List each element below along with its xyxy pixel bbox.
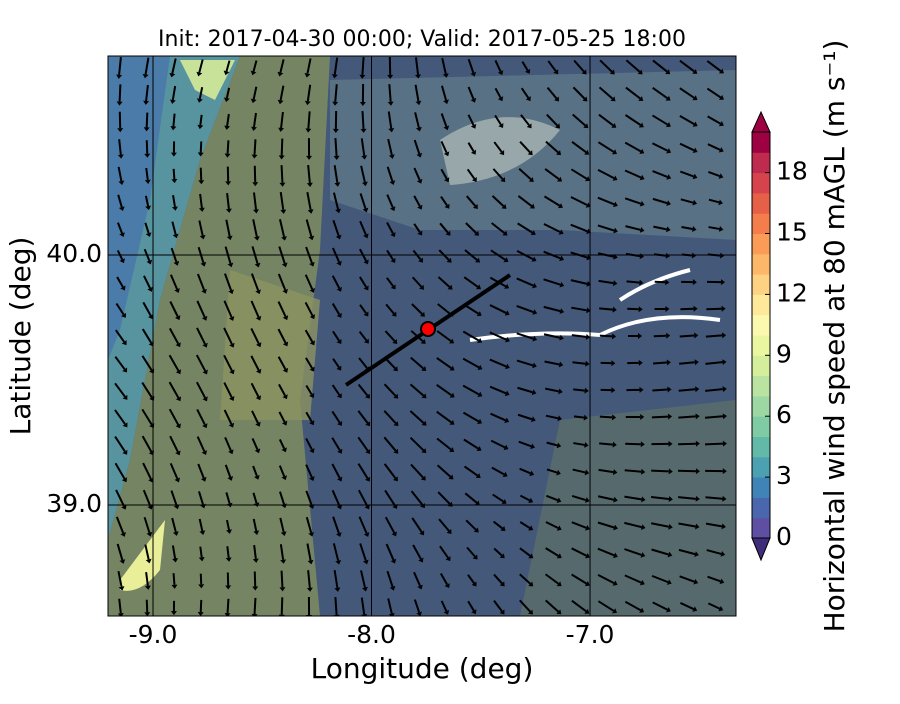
wind-arrow (573, 389, 585, 390)
wind-arrow (282, 165, 283, 183)
colorbar-level (752, 437, 770, 458)
x-tick-label: -9.0 (129, 620, 178, 649)
wind-arrow (654, 336, 666, 337)
colorbar-level (752, 518, 770, 539)
wind-arrow (228, 140, 229, 153)
colorbar-extend (752, 112, 770, 132)
wind-arrow (362, 111, 363, 129)
wind-arrow-head (334, 615, 340, 619)
wind-arrow (255, 139, 256, 154)
wind-arrow (228, 599, 229, 613)
wind-arrow (705, 416, 723, 417)
y-axis-label: Latitude (deg) (4, 237, 37, 436)
wind-arrow (599, 443, 613, 444)
colorbar-level (752, 315, 770, 336)
x-tick-label: -7.0 (566, 620, 615, 649)
colorbar-level (752, 193, 770, 214)
colorbar-tick-label: 15 (776, 218, 808, 247)
wind-arrow (147, 600, 148, 613)
wind-arrow (653, 363, 667, 364)
wind-arrow (389, 84, 390, 102)
site-marker (421, 322, 435, 336)
wind-arrow (147, 113, 148, 128)
wind-arrow (599, 308, 613, 309)
colorbar-level (752, 497, 770, 518)
wind-arrow (282, 139, 283, 156)
wind-arrow (335, 138, 336, 156)
wind-arrow (282, 571, 283, 588)
colorbar-level (752, 234, 770, 255)
wind-arrow (678, 416, 695, 417)
wind-arrow (282, 597, 283, 614)
colorbar-tick-label: 12 (776, 278, 808, 307)
wind-arrow (625, 444, 641, 445)
colorbar-level (752, 335, 770, 356)
y-tick-label: 39.0 (46, 489, 102, 518)
map-field (108, 56, 736, 619)
colorbar-level (752, 173, 770, 194)
colorbar-level (752, 376, 770, 397)
colorbar-tick-label: 18 (776, 157, 808, 186)
colorbar-level (752, 254, 770, 275)
wind-arrow (651, 471, 669, 472)
wind-arrow (678, 444, 696, 445)
wind-arrow (652, 417, 668, 418)
wind-arrow (201, 141, 202, 152)
chart-title: Init: 2017-04-30 00:00; Valid: 2017-05-2… (158, 27, 686, 52)
colorbar-tick-label: 0 (776, 522, 792, 551)
wind-arrow (200, 547, 201, 558)
wind-arrow (627, 281, 640, 282)
colorbar-tick-label: 9 (776, 339, 792, 368)
colorbar-level (752, 213, 770, 234)
wind-arrow (174, 169, 175, 179)
wind-arrow (362, 57, 363, 75)
wind-arrow (706, 335, 722, 336)
colorbar-tick-label: 3 (776, 461, 792, 490)
wind-arrow (680, 335, 695, 336)
colorbar-level (752, 477, 770, 498)
wind-arrow (200, 115, 201, 125)
wind-arrow (120, 84, 121, 101)
colorbar-level (752, 274, 770, 295)
wind-arrow (201, 600, 202, 612)
wind-arrow (255, 598, 256, 614)
colorbar-level (752, 355, 770, 376)
colorbar-label: Horizontal wind speed at 80 mAGL (m s⁻¹) (818, 40, 851, 633)
wind-arrow (600, 336, 612, 337)
x-tick-label: -8.0 (347, 620, 396, 649)
wind-arrow (652, 389, 667, 390)
wind-arrow (308, 111, 309, 128)
wind-arrow-head (279, 615, 285, 619)
colorbar-level (752, 152, 770, 173)
x-axis-label: Longitude (deg) (311, 652, 534, 685)
wind-arrow (705, 444, 723, 445)
wind-arrow (600, 417, 612, 418)
wind-arrow (706, 309, 721, 310)
colorbar-level (752, 294, 770, 315)
wind-arrow (173, 114, 174, 127)
wind-arrow (655, 282, 666, 283)
colorbar-level (752, 132, 770, 153)
y-tick-label: 40.0 (46, 239, 102, 268)
colorbar-level (752, 396, 770, 417)
wind-arrow (227, 546, 228, 557)
wind-arrow (335, 597, 336, 615)
colorbar: 0 3 6 9 12 15 18 (752, 112, 808, 560)
wind-arrow (572, 362, 585, 363)
wind-arrow (574, 416, 584, 417)
colorbar-tick-label: 6 (776, 400, 792, 429)
colorbar-level (752, 416, 770, 437)
wind-arrow (174, 573, 175, 585)
colorbar-level (752, 457, 770, 478)
colorbar-extend (752, 538, 770, 560)
